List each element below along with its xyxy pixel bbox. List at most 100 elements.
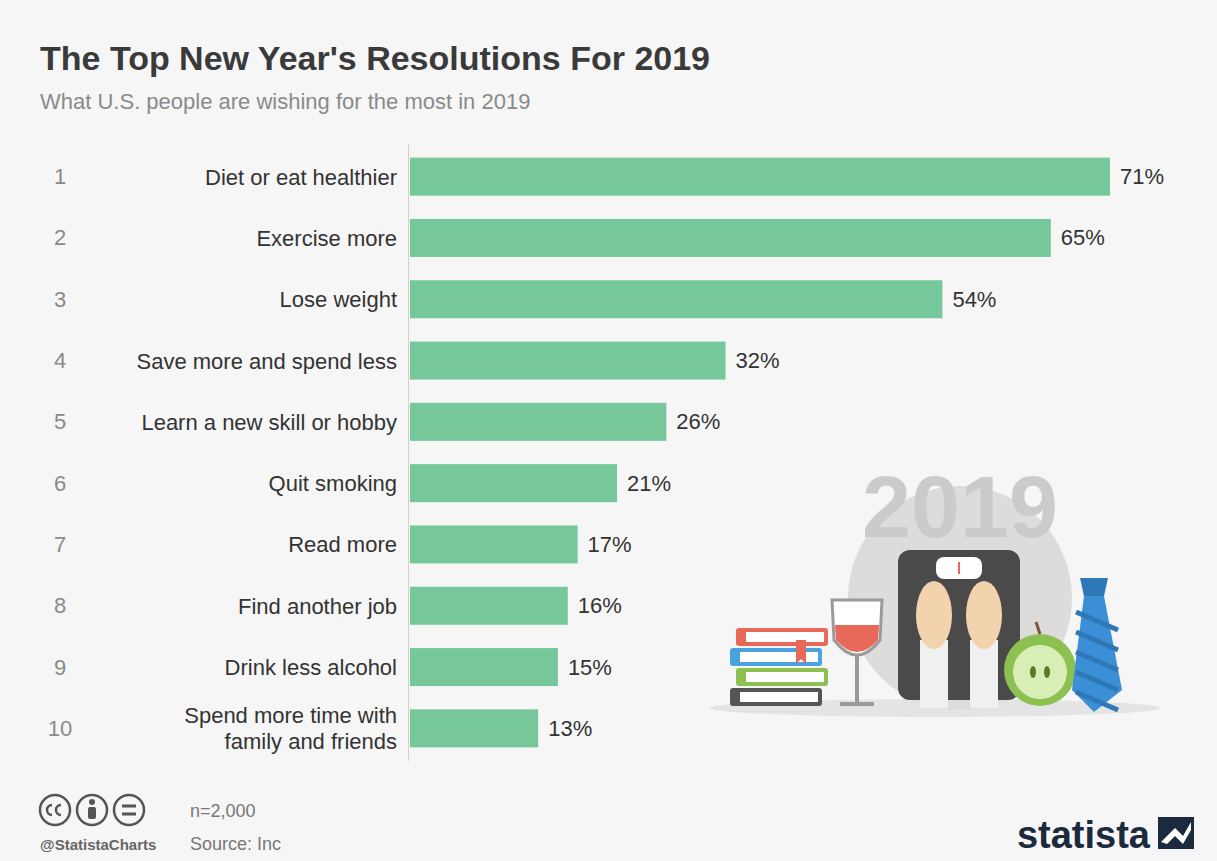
background: [0, 0, 1217, 861]
apple: [1004, 634, 1076, 706]
foot: [966, 581, 1002, 649]
data-label: 17%: [588, 532, 632, 557]
bar: [410, 158, 1110, 196]
category-line: Quit smoking: [269, 471, 397, 496]
data-label: 32%: [735, 348, 779, 373]
glass-base: [840, 702, 874, 706]
license-circle: [40, 795, 70, 825]
rank-label: 3: [54, 287, 66, 312]
category-label: Learn a new skill or hobby: [141, 409, 397, 434]
category-label: Find another job: [238, 593, 397, 618]
apple-seed: [1030, 666, 1036, 678]
book: [736, 628, 828, 646]
by-body: [88, 807, 96, 819]
rank-label: 7: [54, 532, 66, 557]
license-icons: [40, 795, 144, 825]
rank-label: 10: [48, 716, 72, 741]
bar: [410, 525, 578, 563]
baseline: [408, 144, 409, 761]
category-label: Exercise more: [256, 225, 397, 250]
cc-mark: [47, 805, 52, 815]
tie-knot: [1080, 578, 1108, 596]
category-label: Save more and spend less: [137, 348, 398, 373]
title: The Top New Year's Resolutions For 2019: [40, 39, 710, 77]
tie-stripe: [1076, 632, 1118, 650]
tie-stripe: [1076, 692, 1118, 710]
leg: [920, 640, 948, 708]
bar: [410, 587, 568, 625]
data-label: 21%: [627, 471, 671, 496]
tie-stripe: [1076, 672, 1118, 690]
nd-mark: [122, 805, 136, 808]
apple-seed: [1044, 666, 1050, 678]
category-line: Exercise more: [256, 225, 397, 250]
chart-root: The Top New Year's Resolutions For 2019 W…: [0, 0, 1217, 861]
leg: [970, 640, 998, 708]
brand-square-mark: [1161, 822, 1191, 844]
rank-label: 9: [54, 655, 66, 680]
glass: [832, 600, 882, 655]
illustration: 2019: [710, 457, 1160, 717]
glass-stem: [855, 656, 859, 702]
category-line: Find another job: [238, 593, 397, 618]
bar: [410, 709, 538, 747]
book: [730, 688, 822, 706]
book: [730, 648, 822, 666]
bookmark: [796, 640, 806, 664]
data-label: 15%: [568, 655, 612, 680]
rank-label: 1: [54, 164, 66, 189]
scale: [898, 550, 1020, 700]
rank-label: 5: [54, 409, 66, 434]
scale-needle: [958, 562, 960, 574]
tie: [1072, 596, 1122, 712]
data-label: 65%: [1061, 225, 1105, 250]
cc-mark: [56, 805, 61, 815]
book-pages: [740, 692, 818, 702]
category-line: Lose weight: [280, 287, 397, 312]
rank-label: 4: [54, 348, 66, 373]
subtitle: What U.S. people are wishing for the mos…: [40, 89, 530, 114]
data-label: 26%: [676, 409, 720, 434]
data-label: 16%: [578, 593, 622, 618]
apple-flesh: [1013, 645, 1067, 699]
bars: [410, 158, 1110, 748]
book-pages: [740, 652, 818, 662]
category-line: Save more and spend less: [137, 348, 398, 373]
category-line: Learn a new skill or hobby: [141, 409, 397, 434]
wine: [835, 625, 879, 652]
nd-mark: [122, 813, 136, 816]
year-graphic: 2019: [862, 457, 1058, 556]
bar: [410, 648, 558, 686]
credit: @StatistaCharts: [40, 836, 156, 853]
book: [736, 668, 828, 686]
book-pages: [746, 632, 824, 642]
category-label: Drink less alcohol: [225, 655, 397, 680]
category-line: Read more: [288, 532, 397, 557]
rank-label: 6: [54, 471, 66, 496]
bar: [410, 464, 617, 502]
brand-square: [1158, 817, 1194, 849]
by-head: [89, 799, 95, 805]
license-circle: [77, 795, 107, 825]
category-line: Spend more time with: [184, 703, 397, 728]
tie-stripe: [1076, 652, 1118, 670]
book-pages: [746, 672, 824, 682]
bar: [410, 280, 942, 318]
data-label: 54%: [952, 287, 996, 312]
scale-dial: [936, 557, 982, 579]
category-label: Quit smoking: [269, 471, 397, 496]
rank-label: 2: [54, 225, 66, 250]
bar: [410, 219, 1051, 257]
category-line: Drink less alcohol: [225, 655, 397, 680]
bar: [410, 403, 666, 441]
apple-stem: [1036, 622, 1040, 634]
source-note: Source: Inc: [190, 834, 281, 854]
data-label: 13%: [548, 716, 592, 741]
category-label: Diet or eat healthier: [205, 164, 397, 189]
category-label: Spend more time withfamily and friends: [184, 703, 397, 754]
bar: [410, 342, 725, 380]
brand: statista: [1017, 814, 1151, 856]
category-line: family and friends: [225, 729, 397, 754]
rank-label: 8: [54, 593, 66, 618]
license-circle: [114, 795, 144, 825]
